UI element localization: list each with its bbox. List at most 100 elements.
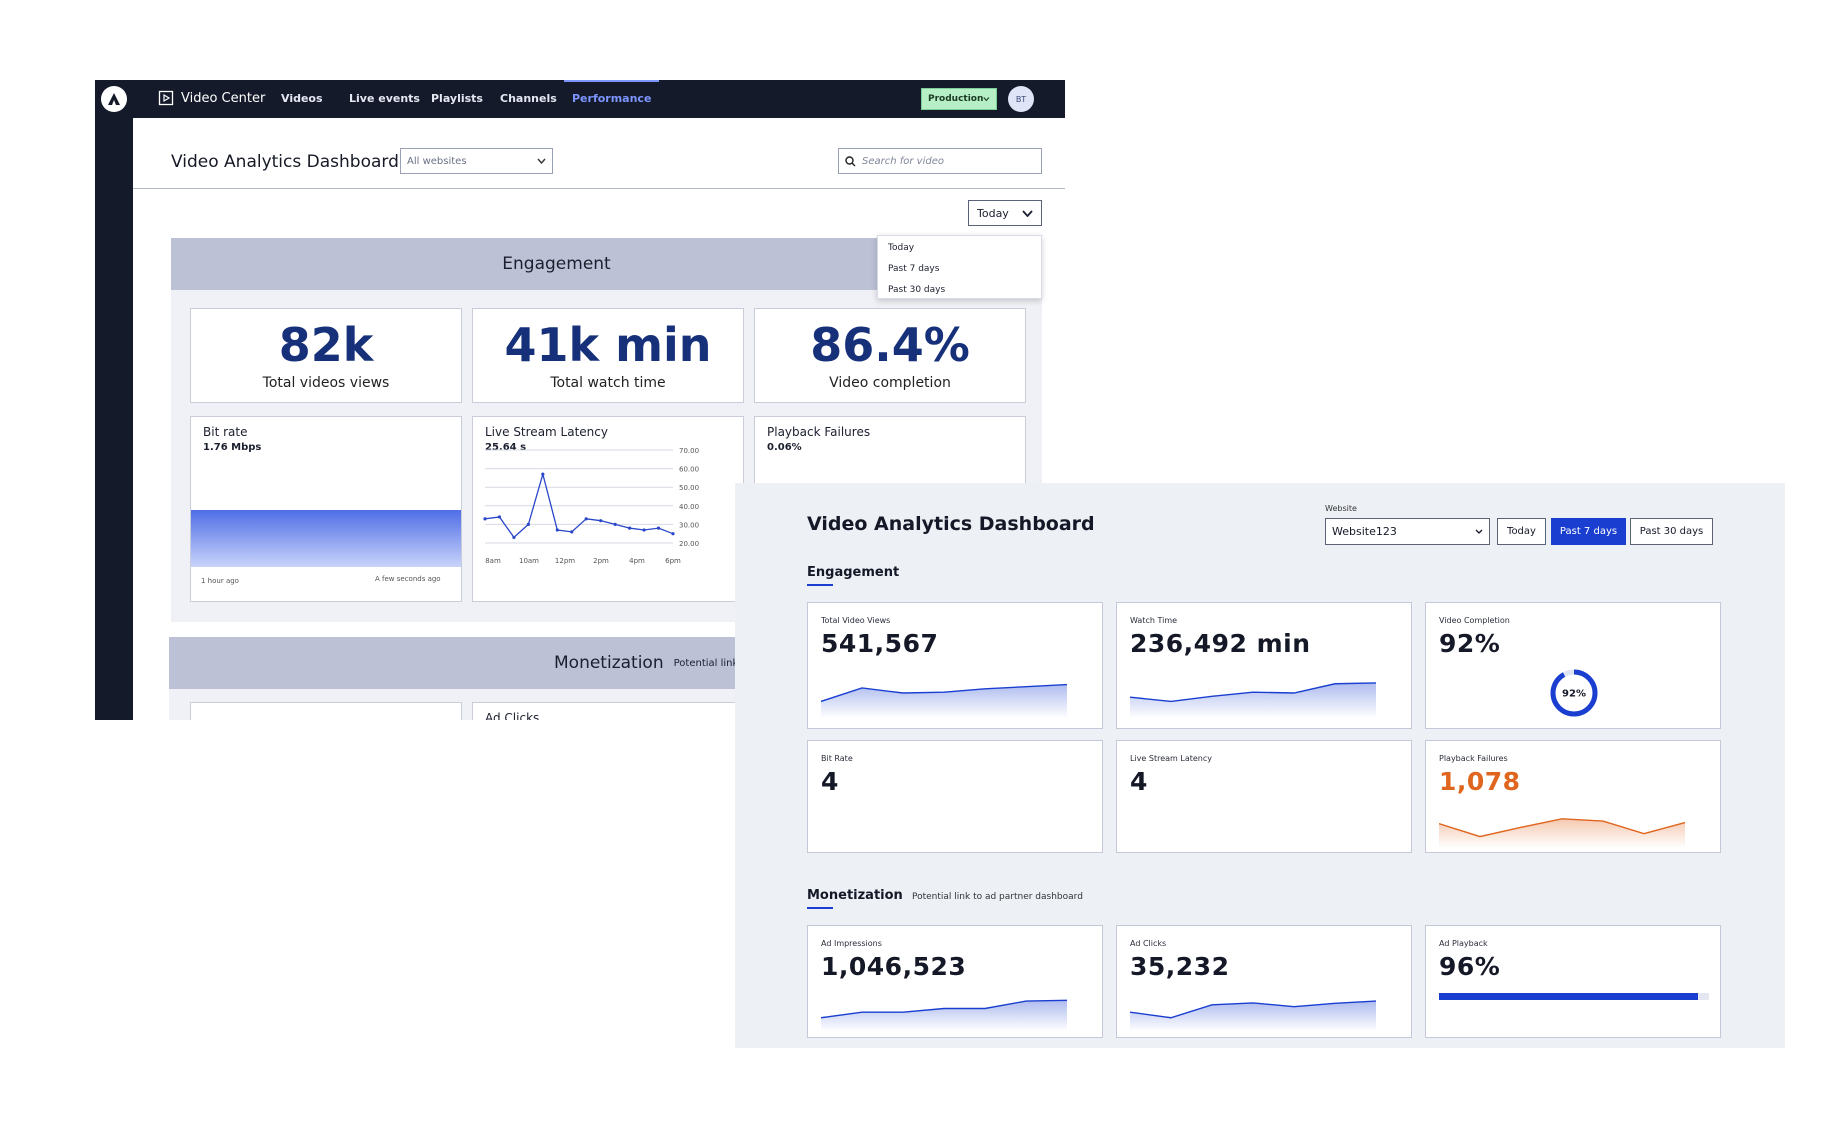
date-range-value: Today: [977, 206, 1009, 220]
card-label: Watch Time: [1130, 616, 1178, 625]
progress-fill: [1439, 993, 1699, 1000]
search-placeholder: Search for video: [862, 155, 944, 167]
card-label: Ad Clicks: [485, 711, 540, 720]
x-tick-label: 2pm: [593, 557, 609, 565]
new-dashboard-screen: Video Analytics Dashboard Website Websit…: [735, 483, 1785, 1048]
data-point: [512, 535, 516, 540]
environment-value: Production: [928, 94, 984, 104]
top-navbar: Video Center Videos Live events Playlist…: [133, 80, 1065, 118]
chart-title: Playback Failures: [767, 425, 871, 439]
card-ad-clicks: Ad Clicks 35,232: [1116, 925, 1412, 1038]
range-past-7-days-button[interactable]: Past 7 days: [1551, 518, 1626, 545]
nav-channels[interactable]: Channels: [500, 92, 557, 105]
nav-playlists[interactable]: Playlists: [431, 92, 483, 105]
nav-live-events[interactable]: Live events: [349, 92, 420, 105]
data-point: [628, 526, 632, 530]
monetization-note: Potential link to ad partner dashboard: [912, 892, 1083, 902]
data-point: [613, 522, 617, 526]
website-select[interactable]: All websites: [400, 148, 553, 174]
brand-label: Video Center: [181, 90, 266, 106]
card-total-video-views: Total Video Views 541,567: [807, 602, 1103, 729]
y-tick-label: 40.00: [679, 503, 699, 511]
brand[interactable]: Video Center: [158, 90, 265, 106]
sparkline-area: [1130, 682, 1376, 718]
x-tick-label: 4pm: [629, 557, 645, 565]
card-value: 96%: [1439, 952, 1501, 981]
app-logo[interactable]: [101, 86, 127, 112]
y-tick-label: 50.00: [679, 484, 699, 492]
page-title: Video Analytics Dashboard: [807, 513, 1095, 535]
ad-impressions-card: [190, 702, 462, 720]
data-point: [671, 532, 675, 536]
range-today-button[interactable]: Today: [1497, 518, 1546, 545]
y-tick-label: 60.00: [679, 466, 699, 474]
card-watch-time: Watch Time 236,492 min: [1116, 602, 1412, 729]
data-point: [497, 515, 502, 519]
chevron-down-icon: [537, 158, 546, 164]
search-input[interactable]: Search for video: [838, 148, 1042, 174]
card-label: Ad Clicks: [1130, 939, 1167, 948]
y-tick-label: 70.00: [679, 447, 699, 455]
logo-icon: [108, 93, 120, 105]
card-live-stream-latency: Live Stream Latency 4: [1116, 740, 1412, 853]
sparkline-area: [821, 684, 1067, 718]
website-label: Website: [1325, 504, 1357, 513]
left-rail: [95, 80, 133, 720]
nav-performance[interactable]: Performance: [563, 80, 660, 105]
card-label: Bit Rate: [821, 754, 853, 763]
stat-card-watch-time: 41k min Total watch time: [472, 308, 744, 403]
engagement-title: Engagement: [807, 565, 900, 580]
menu-option-today[interactable]: Today: [888, 243, 915, 253]
card-bit-rate: Bit Rate 4: [807, 740, 1103, 853]
video-icon: [158, 90, 174, 106]
card-label: Ad Playback: [1439, 939, 1488, 948]
data-point: [656, 526, 661, 530]
avatar[interactable]: BT: [1008, 86, 1034, 112]
latency-chart: Live Stream Latency 25.64 s 70.00 60.00 50…: [472, 416, 744, 602]
date-range-menu: Today Past 7 days Past 30 days: [877, 235, 1042, 299]
chart-value: 25.64 s: [485, 442, 527, 453]
latency-line: [484, 471, 674, 539]
section-underline: [807, 584, 833, 586]
bit-rate-chart: Bit rate 1.76 Mbps 1 hour ago A few seco…: [190, 416, 462, 602]
sparkline-line: [821, 683, 1068, 703]
card-label: Live Stream Latency: [1130, 754, 1212, 763]
sparkline: [1439, 818, 1686, 848]
card-value: 1,078: [1439, 767, 1521, 796]
range-past-30-days-button[interactable]: Past 30 days: [1630, 518, 1713, 545]
card-value: 92%: [1439, 629, 1501, 658]
card-playback-failures: Playback Failures 1,078: [1425, 740, 1721, 853]
stat-value: 86.4%: [810, 318, 970, 372]
stat-label: Total watch time: [550, 375, 666, 391]
card-label: Video Completion: [1439, 616, 1510, 625]
menu-option-past-30-days[interactable]: Past 30 days: [888, 285, 946, 295]
date-range-select[interactable]: Today: [968, 200, 1042, 226]
chart-value: 1.76 Mbps: [203, 442, 262, 453]
sparkline-line: [1130, 1000, 1377, 1019]
environment-select[interactable]: Production: [921, 88, 997, 110]
x-axis-end: A few seconds ago: [375, 575, 441, 583]
sparkline-line: [821, 999, 1068, 1019]
sparkline-area: [1439, 818, 1685, 848]
sparkline: [821, 683, 1068, 718]
card-video-completion: Video Completion 92% 92%: [1425, 602, 1721, 729]
menu-option-past-7-days[interactable]: Past 7 days: [888, 264, 940, 274]
sparkline-area: [1130, 1001, 1376, 1031]
stat-label: Video completion: [829, 375, 951, 391]
completion-ring: 92%: [1550, 669, 1598, 717]
website-select[interactable]: Website123: [1325, 518, 1490, 545]
ring-fill: [1550, 669, 1598, 717]
x-tick-label: 12pm: [555, 557, 575, 565]
nav-videos[interactable]: Videos: [281, 92, 323, 105]
stat-value: 82k: [278, 318, 374, 372]
stat-card-views: 82k Total videos views: [190, 308, 462, 403]
chart-value: 0.06%: [767, 442, 802, 453]
card-label: Total Video Views: [821, 616, 891, 625]
stat-label: Total videos views: [262, 375, 390, 391]
latency-plot: 70.00 60.00 50.00 40.00 30.00 20.00 8am 10am 12p…: [483, 447, 699, 565]
chevron-down-icon: [983, 97, 990, 102]
data-point: [642, 528, 646, 532]
y-tick-label: 30.00: [679, 521, 699, 529]
progress-track: [1439, 993, 1709, 1000]
stat-value: 41k min: [504, 318, 712, 372]
